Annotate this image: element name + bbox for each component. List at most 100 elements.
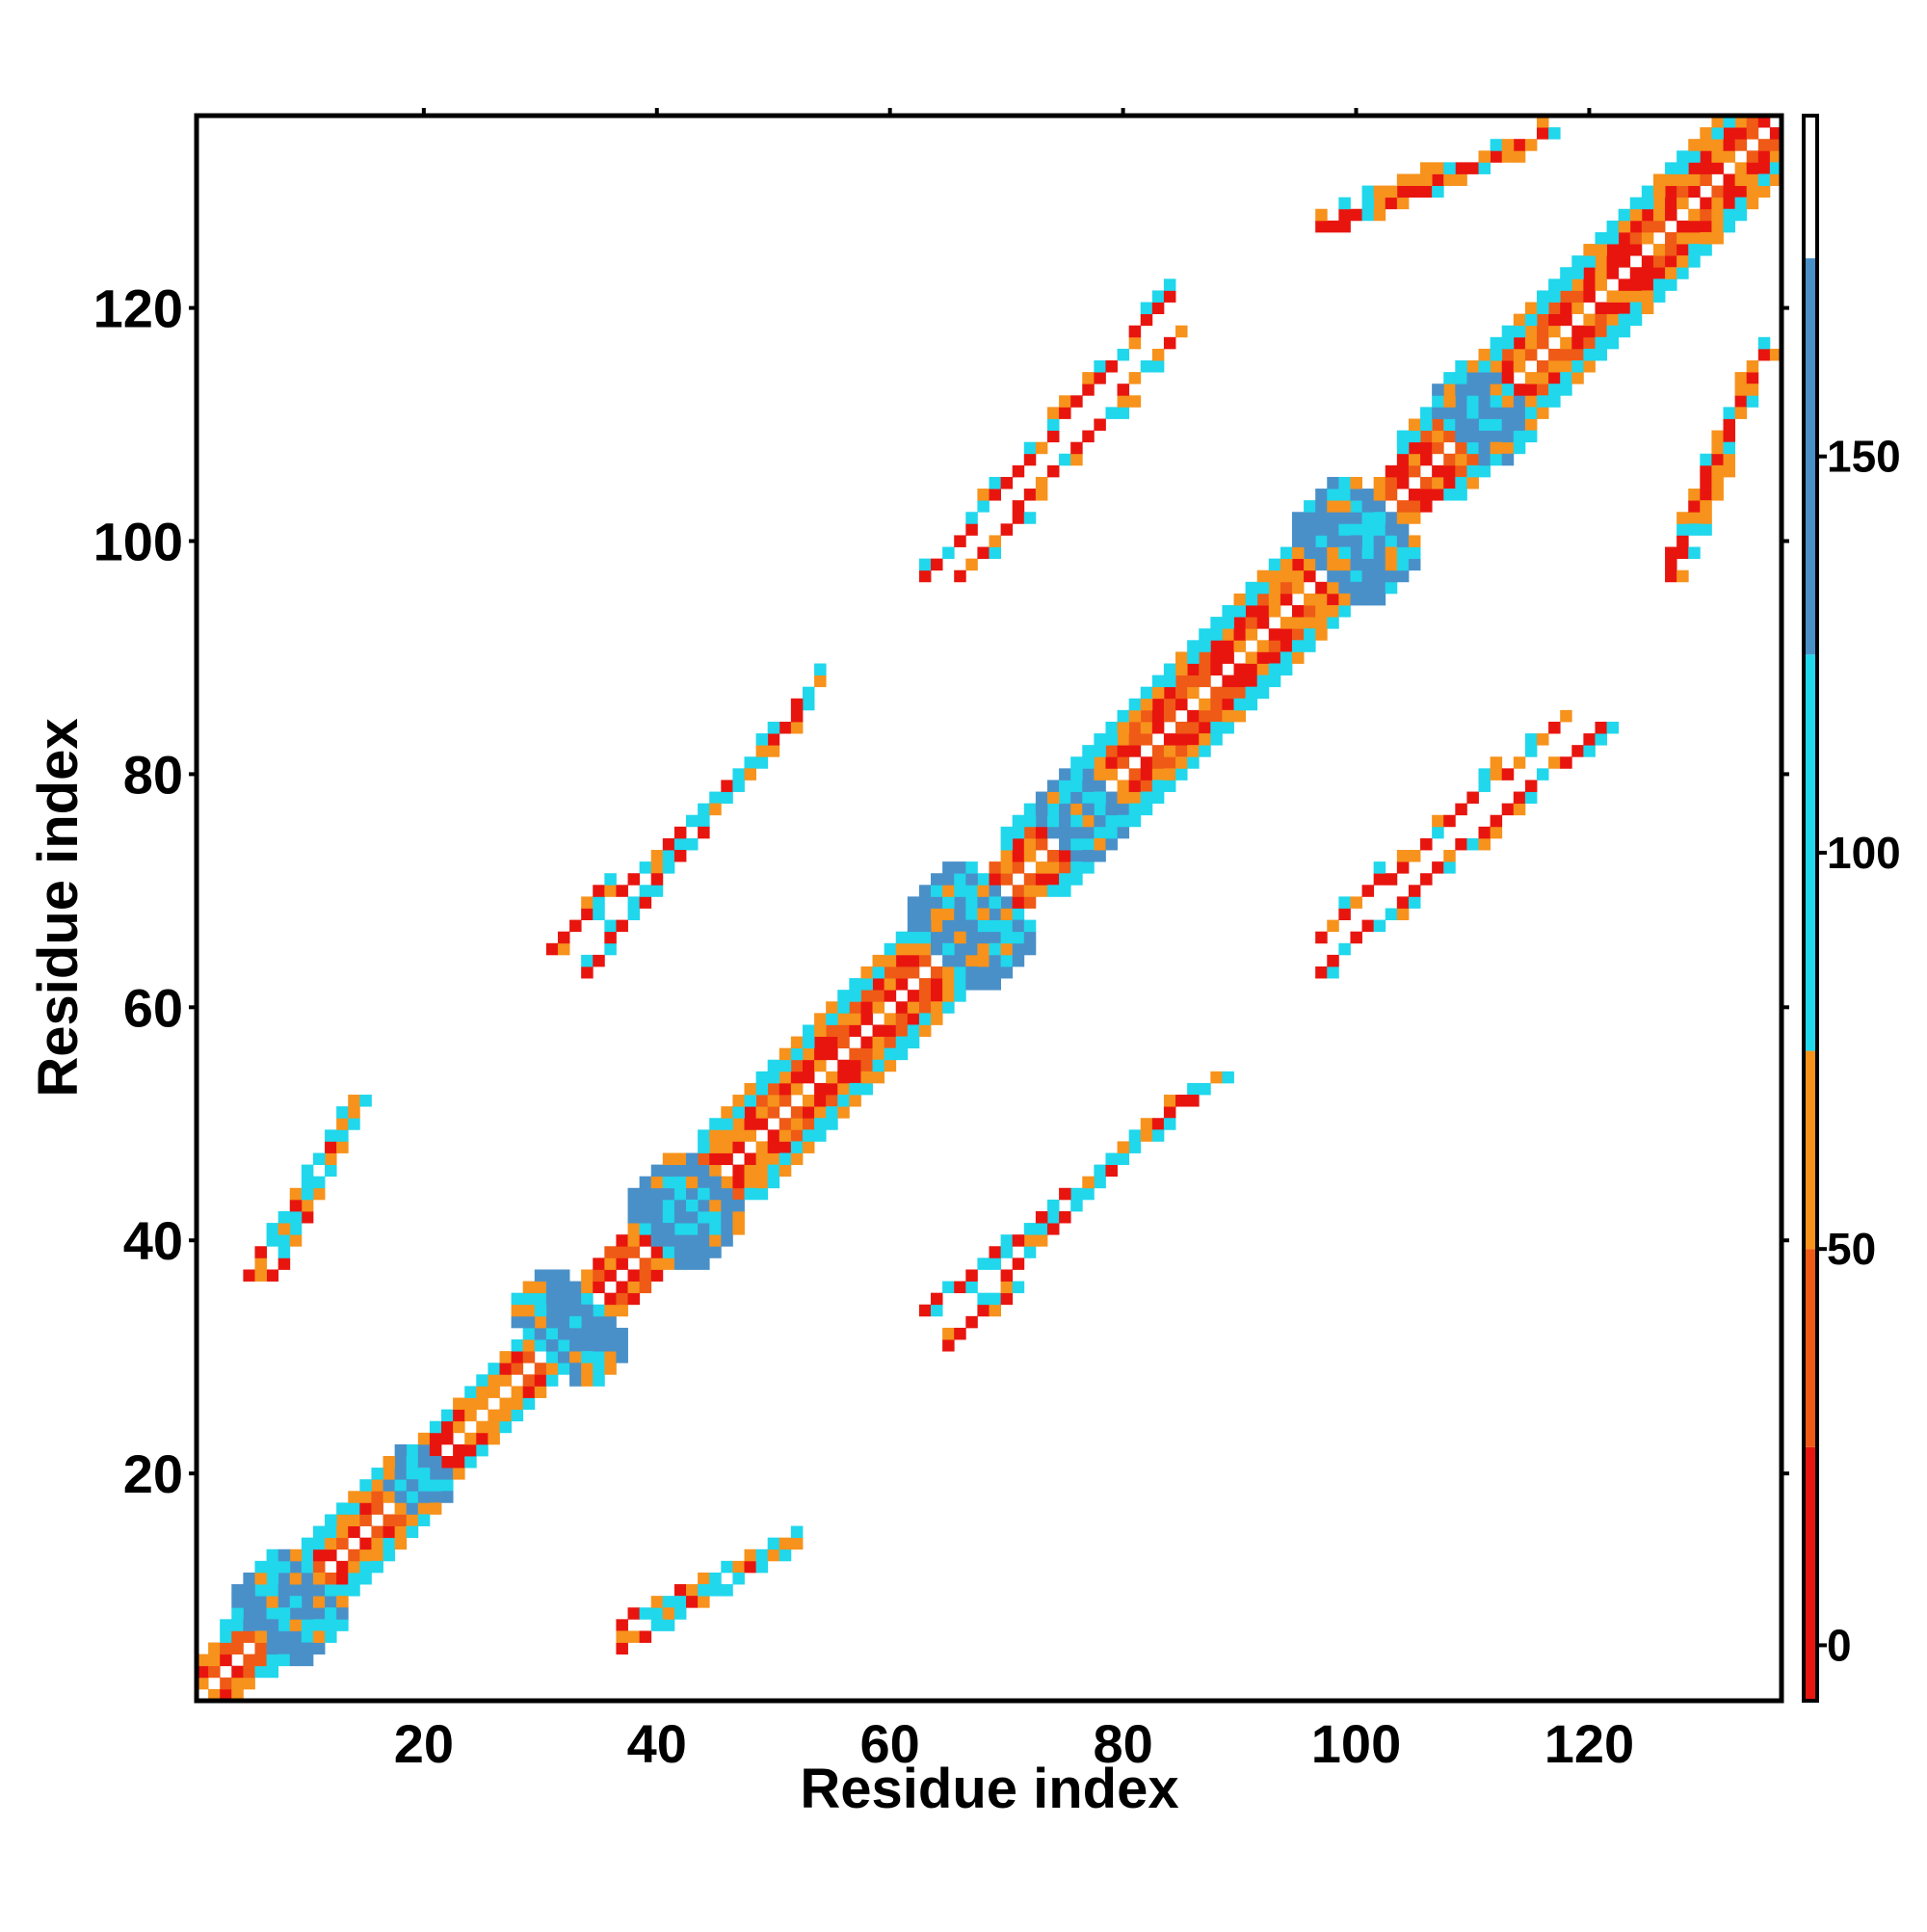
heatmap-cell [371, 1468, 383, 1480]
heatmap-cell [616, 1234, 628, 1247]
heatmap-cell [1408, 453, 1421, 466]
heatmap-cell [918, 569, 932, 583]
heatmap-cell [744, 1164, 756, 1178]
heatmap-cell [1676, 244, 1689, 256]
heatmap-cell [417, 1455, 431, 1469]
heatmap-cell [1094, 733, 1106, 746]
heatmap-cell [1396, 185, 1410, 198]
heatmap-cell [394, 1455, 408, 1469]
heatmap-cell [698, 1257, 710, 1270]
heatmap-cell [348, 1106, 360, 1119]
heatmap-cell [1396, 476, 1410, 490]
heatmap-cell [1023, 942, 1037, 956]
heatmap-cell [1187, 733, 1200, 746]
heatmap-cell [1641, 231, 1654, 245]
heatmap-cell [1478, 780, 1491, 792]
heatmap-cell [522, 1374, 536, 1387]
heatmap-cell [895, 1047, 909, 1061]
heatmap-cell [1700, 150, 1712, 163]
heatmap-cell [884, 954, 897, 967]
heatmap-cell [1443, 464, 1456, 478]
heatmap-cell [1035, 441, 1048, 455]
heatmap-cell [802, 698, 815, 711]
heatmap-cell [1350, 546, 1362, 560]
heatmap-cell [1396, 173, 1410, 186]
heatmap-cell [918, 1304, 932, 1317]
heatmap-cell [325, 1619, 337, 1631]
heatmap-cell [907, 896, 920, 909]
heatmap-cell [872, 1001, 885, 1014]
heatmap-cell [1245, 581, 1258, 595]
heatmap-cell [977, 500, 990, 513]
heatmap-cell [383, 1491, 396, 1503]
heatmap-cell [1163, 675, 1176, 688]
heatmap-cell [1327, 512, 1339, 524]
heatmap-cell [1094, 850, 1106, 862]
heatmap-cell [1245, 628, 1258, 641]
heatmap-cell [895, 1024, 909, 1037]
heatmap-cell [1327, 581, 1339, 595]
heatmap-cell [1233, 617, 1247, 629]
heatmap-cell [1070, 861, 1083, 874]
heatmap-cell [1304, 500, 1316, 513]
heatmap-cell [1746, 384, 1759, 396]
heatmap-cell [1350, 500, 1362, 513]
heatmap-cell [1012, 896, 1025, 909]
colorbar-band [1804, 258, 1817, 655]
heatmap-cell [1256, 569, 1270, 583]
heatmap-cell [616, 1281, 628, 1294]
heatmap-cell [1291, 651, 1305, 664]
heatmap-cell [1000, 861, 1014, 874]
heatmap-cell [616, 1630, 628, 1643]
heatmap-cell [627, 1630, 641, 1643]
heatmap-cell [371, 1537, 383, 1550]
heatmap-cell [557, 1363, 570, 1375]
heatmap-cell [1396, 908, 1410, 920]
heatmap-cell [907, 990, 920, 1002]
heatmap-cell [1280, 628, 1293, 641]
heatmap-cell [1151, 675, 1165, 688]
heatmap-cell [790, 1036, 804, 1049]
heatmap-cell [545, 1304, 559, 1317]
heatmap-cell [1548, 325, 1561, 338]
heatmap-cell [1070, 826, 1083, 839]
heatmap-cell [1373, 197, 1386, 210]
heatmap-cell [942, 885, 955, 897]
colorbar-band [1804, 1050, 1817, 1250]
heatmap-cell [1000, 1281, 1014, 1294]
heatmap-cell [965, 978, 978, 991]
heatmap-cell [744, 768, 756, 781]
heatmap-cell [1151, 348, 1165, 361]
heatmap-cell [1233, 628, 1247, 641]
heatmap-cell [1304, 617, 1316, 629]
heatmap-cell [1105, 768, 1118, 781]
heatmap-cell [1350, 476, 1362, 490]
heatmap-cell [1315, 617, 1328, 629]
heatmap-cell [1408, 500, 1421, 513]
heatmap-cell [1769, 173, 1782, 186]
heatmap-cell [1478, 441, 1491, 455]
x-tick-label: 120 [1544, 1713, 1634, 1774]
heatmap-cell [581, 1304, 594, 1317]
heatmap-cell [1315, 581, 1328, 595]
heatmap-cell [1455, 430, 1467, 443]
heatmap-cell [1012, 826, 1025, 839]
heatmap-cell [698, 1584, 710, 1597]
colorbar-band [1804, 654, 1817, 1051]
heatmap-cell [243, 1677, 255, 1690]
heatmap-cell [1327, 593, 1339, 606]
heatmap-cell [1641, 290, 1654, 303]
heatmap-cell [1501, 384, 1515, 396]
heatmap-cell [1688, 208, 1701, 222]
heatmap-cell [1490, 372, 1503, 384]
heatmap-cell [650, 861, 664, 874]
heatmap-cell [1455, 803, 1467, 816]
heatmap-cell [1734, 185, 1748, 198]
heatmap-cell [545, 1315, 559, 1329]
heatmap-cell [417, 1468, 431, 1480]
heatmap-cell [417, 1514, 431, 1526]
heatmap-cell [1291, 640, 1305, 652]
heatmap-cell [1012, 908, 1025, 920]
heatmap-cell [790, 698, 804, 711]
heatmap-cell [826, 1036, 838, 1049]
